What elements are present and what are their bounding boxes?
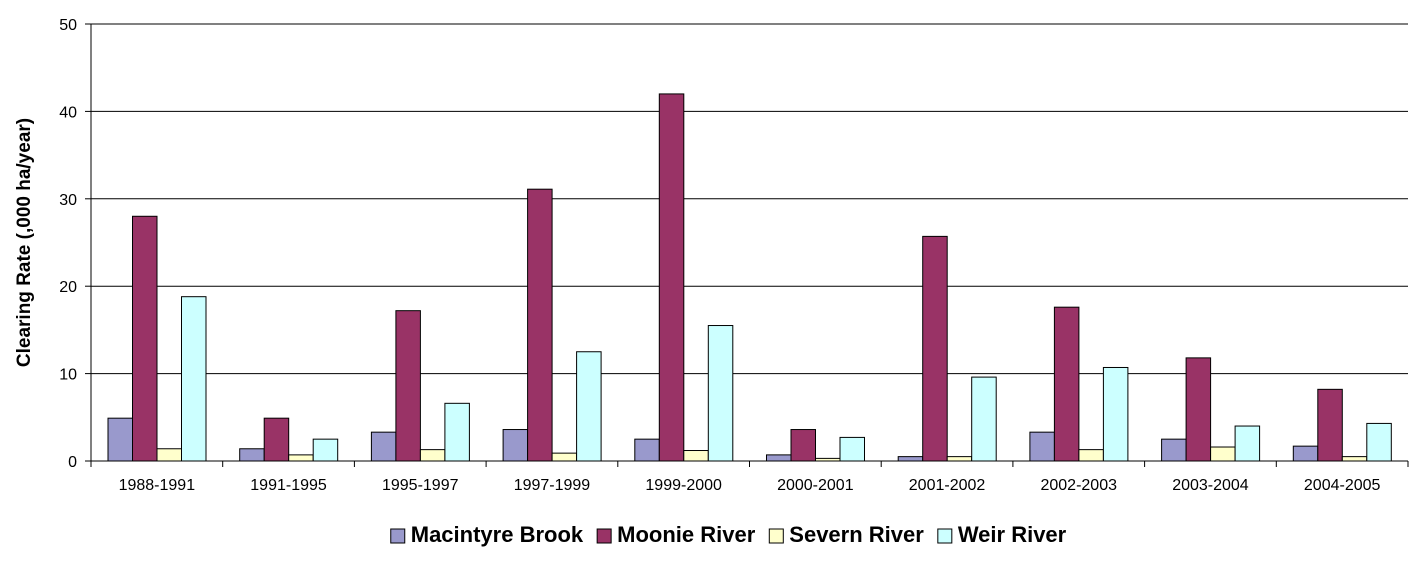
bar-macintyre-brook — [107, 417, 133, 462]
bar-weir-river — [181, 296, 207, 462]
x-tick-label: 2002-2003 — [1040, 477, 1117, 494]
bar-severn-river — [683, 450, 709, 462]
gridlines — [91, 23, 1408, 375]
legend-swatch — [768, 528, 784, 544]
bar-moonie-river — [658, 93, 685, 462]
legend-swatch — [390, 528, 406, 544]
bar-moonie-river — [1185, 357, 1212, 462]
bars — [107, 93, 1392, 462]
legend-label: Weir River — [958, 522, 1067, 547]
bar-moonie-river — [263, 417, 290, 462]
x-tick-label: 2003-2004 — [1172, 477, 1249, 494]
legend-item-macintyre-brook: Macintyre Brook — [390, 522, 584, 547]
bar-weir-river — [312, 438, 339, 462]
bar-macintyre-brook — [502, 429, 529, 462]
y-tick-label: 10 — [59, 367, 77, 384]
legend-item-severn-river: Severn River — [768, 522, 924, 547]
bar-macintyre-brook — [1161, 438, 1187, 462]
bar-macintyre-brook — [897, 456, 924, 462]
bar-moonie-river — [1317, 388, 1343, 462]
bar-weir-river — [971, 376, 997, 462]
x-tick-label: 2000-2001 — [777, 477, 854, 494]
bar-moonie-river — [1053, 306, 1080, 462]
bar-severn-river — [946, 456, 973, 462]
bar-macintyre-brook — [766, 454, 792, 462]
bar-severn-river — [288, 454, 314, 462]
bar-weir-river — [707, 325, 734, 462]
bar-severn-river — [1078, 449, 1104, 462]
bar-severn-river — [1341, 456, 1368, 462]
x-tick-label: 1988-1991 — [119, 477, 196, 494]
bar-moonie-river — [132, 215, 158, 462]
bar-severn-river — [1210, 446, 1236, 462]
y-axis-label: Clearing Rate (,000 ha/year) — [14, 118, 35, 367]
bar-moonie-river — [922, 235, 948, 462]
legend-item-weir-river: Weir River — [937, 522, 1067, 547]
y-tick-label: 0 — [68, 454, 77, 471]
legend-label: Macintyre Brook — [411, 522, 584, 547]
x-tick-label: 1995-1997 — [382, 477, 459, 494]
bar-weir-river — [1102, 366, 1129, 462]
bar-weir-river — [444, 402, 470, 462]
bar-macintyre-brook — [370, 431, 397, 462]
y-tick-label: 40 — [59, 104, 77, 121]
legend-swatch — [937, 528, 953, 544]
bar-severn-river — [419, 449, 446, 462]
legend-swatch — [596, 528, 612, 544]
bar-moonie-river — [395, 310, 421, 462]
x-ticks: 1988-1991 1991-1995 1995-1997 1997-1999 1999… — [90, 461, 1409, 494]
x-tick-label: 2001-2002 — [909, 477, 986, 494]
bar-macintyre-brook — [634, 438, 660, 462]
legend-label: Severn River — [789, 522, 924, 547]
bar-severn-river — [551, 452, 578, 462]
legend: Macintyre Brook Moonie River Severn River W… — [390, 522, 1067, 547]
bar-weir-river — [1234, 425, 1261, 462]
bar-severn-river — [156, 448, 182, 462]
y-tick-label: 20 — [59, 279, 77, 296]
legend-item-moonie-river: Moonie River — [596, 522, 756, 547]
y-ticks: 0 10 20 30 40 50 — [59, 17, 91, 471]
bar-weir-river — [576, 351, 602, 462]
legend-label: Moonie River — [617, 522, 756, 547]
x-tick-label: 1999-2000 — [645, 477, 722, 494]
x-tick-label: 1991-1995 — [250, 477, 327, 494]
bar-moonie-river — [790, 429, 816, 462]
bar-macintyre-brook — [1029, 431, 1055, 462]
x-tick-label: 2004-2005 — [1304, 477, 1381, 494]
bar-macintyre-brook — [239, 448, 265, 462]
bar-weir-river — [839, 436, 865, 462]
x-tick-label: 1997-1999 — [514, 477, 591, 494]
y-tick-label: 30 — [59, 192, 77, 209]
bar-weir-river — [1366, 422, 1392, 462]
bar-macintyre-brook — [1292, 445, 1319, 462]
y-tick-label: 50 — [59, 17, 77, 34]
bar-moonie-river — [527, 188, 553, 462]
